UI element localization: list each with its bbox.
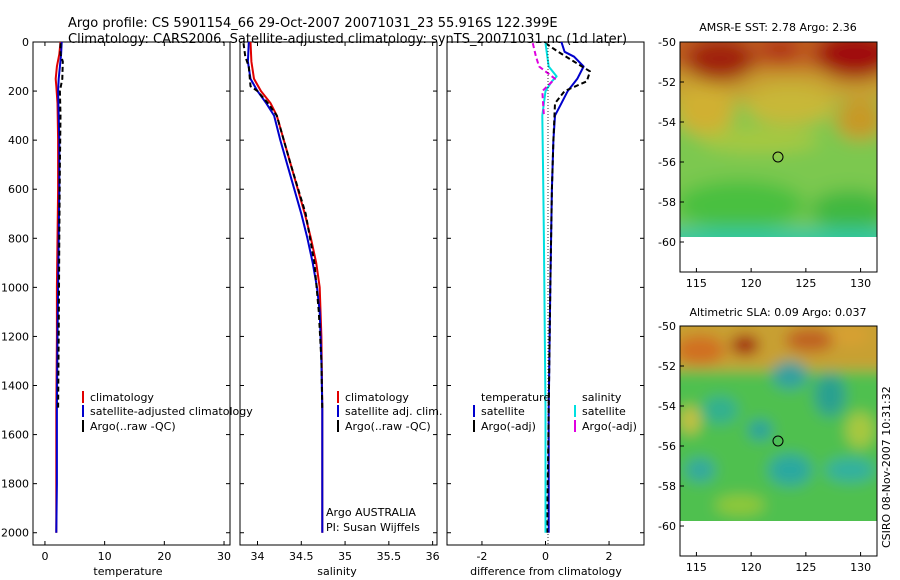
credit-stamp: CSIRO 08-Nov-2007 10:31:32 <box>880 386 893 548</box>
sst-xtick-label: 115 <box>686 277 707 290</box>
temperature-ytick-label: 0 <box>22 36 29 49</box>
sla-xtick-label: 120 <box>741 561 762 574</box>
temperature-ytick-label: 200 <box>8 85 29 98</box>
temperature-series <box>54 42 64 533</box>
temperature-ytick-label: 400 <box>8 134 29 147</box>
sst-map-title: AMSR-E SST: 2.78 Argo: 2.36 <box>699 21 857 34</box>
salinity-plot-frame <box>239 41 438 546</box>
legend-header-salinity: salinity <box>582 391 622 404</box>
sla-ytick-label: -60 <box>658 520 676 533</box>
salinity-legend: climatology satellite adj. clim. Argo(..… <box>326 391 442 534</box>
sst-xtick-label: 130 <box>850 277 871 290</box>
temperature-plot-frame <box>32 41 231 546</box>
temperature-series-argo-raw-qc <box>57 43 64 411</box>
figure-title-line2: Climatology: CARS2006. Satellite-adjuste… <box>68 32 627 47</box>
temperature-ytick-label: 1600 <box>1 429 29 442</box>
temperature-legend: climatology satellite-adjusted climatolo… <box>82 391 253 433</box>
salinity-xtick-label: 35.5 <box>377 550 402 563</box>
salinity-series-climatology <box>249 42 324 533</box>
legend-label-temp-argo: Argo(-adj) <box>481 420 536 433</box>
sla-xtick-label: 130 <box>850 561 871 574</box>
sst-ytick-label: -52 <box>658 76 676 89</box>
difference-xtick-label: -2 <box>476 550 487 563</box>
sst-profile-location-marker <box>772 151 784 163</box>
sla-map-frame <box>679 325 878 557</box>
sla-ytick-label: -56 <box>658 440 676 453</box>
sla-map-field <box>680 326 877 521</box>
sla-profile-location-marker <box>772 435 784 447</box>
temperature-xlabel: temperature <box>93 565 162 578</box>
sst-ytick-label: -54 <box>658 116 676 129</box>
salinity-axes: 34 34.5 35 35.5 36 <box>240 41 440 563</box>
sst-ytick-label: -56 <box>658 156 676 169</box>
temperature-xtick-label: 0 <box>41 550 48 563</box>
sla-xtick-label: 125 <box>795 561 816 574</box>
legend-label-climatology: climatology <box>345 391 409 404</box>
temperature-xtick-label: 30 <box>217 550 231 563</box>
legend-label-satellite: satellite-adjusted climatology <box>90 405 253 418</box>
difference-xtick-label: 2 <box>606 550 613 563</box>
difference-legend: temperature salinity satellite Argo(-adj… <box>473 391 637 433</box>
salinity-xtick-label: 34.5 <box>289 550 314 563</box>
figure-title-line1: Argo profile: CS 5901154_66 29-Oct-2007 … <box>68 16 558 31</box>
difference-xlabel: difference from climatology <box>470 565 622 578</box>
sla-ytick-label: -52 <box>658 360 676 373</box>
sst-ytick-label: -50 <box>658 36 676 49</box>
temperature-ytick-label: 1800 <box>1 478 29 491</box>
sst-ytick-label: -60 <box>658 236 676 249</box>
legend-label-argo: Argo(..raw -QC) <box>90 420 176 433</box>
temperature-xtick-label: 10 <box>98 550 112 563</box>
temperature-ytick-label: 1200 <box>1 330 29 343</box>
sst-ytick-label: -58 <box>658 196 676 209</box>
salinity-series-argo-raw-qc <box>242 43 324 411</box>
legend-label-sal-argo: Argo(-adj) <box>582 420 637 433</box>
legend-label-argo: Argo(..raw -QC) <box>345 420 431 433</box>
salinity-series-satellite-adj-clim <box>246 42 324 533</box>
sst-map-frame <box>679 41 878 273</box>
temperature-ytick-label: 2000 <box>1 527 29 540</box>
salinity-series <box>242 42 324 533</box>
difference-series-temperature-satellite <box>547 42 585 533</box>
argo-credit-line1: Argo AUSTRALIA <box>326 506 416 519</box>
difference-xtick-label: 0 <box>542 550 549 563</box>
temperature-axes: 0 10 20 30 0 200 400 600 800 1000 1200 1400 1600 1800… <box>1 36 231 563</box>
sst-xtick-label: 125 <box>795 277 816 290</box>
temperature-xtick-label: 20 <box>157 550 171 563</box>
sla-xtick-label: 115 <box>686 561 707 574</box>
sst-map-axes: 115 120 125 130 -50 -52 -54 -56 -58 -60 <box>658 36 871 290</box>
difference-axes: -2 0 2 <box>447 41 644 563</box>
argo-credit-line2: PI: Susan Wijffels <box>326 521 420 534</box>
sla-ytick-label: -58 <box>658 480 676 493</box>
salinity-xlabel: salinity <box>317 565 357 578</box>
salinity-xtick-label: 34 <box>251 550 265 563</box>
temperature-ytick-label: 1400 <box>1 380 29 393</box>
temperature-ytick-label: 1000 <box>1 281 29 294</box>
sst-map-field <box>680 42 877 237</box>
legend-label-sal-satellite: satellite <box>582 405 626 418</box>
sla-ytick-label: -54 <box>658 400 676 413</box>
legend-label-climatology: climatology <box>90 391 154 404</box>
difference-series-temperature-argo-adj <box>544 42 591 533</box>
legend-label-temp-satellite: satellite <box>481 405 525 418</box>
difference-series <box>531 42 591 533</box>
legend-header-temperature: temperature <box>481 391 550 404</box>
salinity-xtick-label: 35 <box>338 550 352 563</box>
difference-series-salinity-argo-adj <box>531 42 556 116</box>
sla-map-title: Altimetric SLA: 0.09 Argo: 0.037 <box>689 306 866 319</box>
legend-label-satellite: satellite adj. clim. <box>345 405 442 418</box>
sla-map-axes: 115 120 125 130 -50 -52 -54 -56 -58 -60 <box>658 320 871 574</box>
sst-xtick-label: 120 <box>741 277 762 290</box>
temperature-ytick-label: 600 <box>8 183 29 196</box>
temperature-ytick-label: 800 <box>8 232 29 245</box>
salinity-xtick-label: 36 <box>426 550 440 563</box>
sla-ytick-label: -50 <box>658 320 676 333</box>
